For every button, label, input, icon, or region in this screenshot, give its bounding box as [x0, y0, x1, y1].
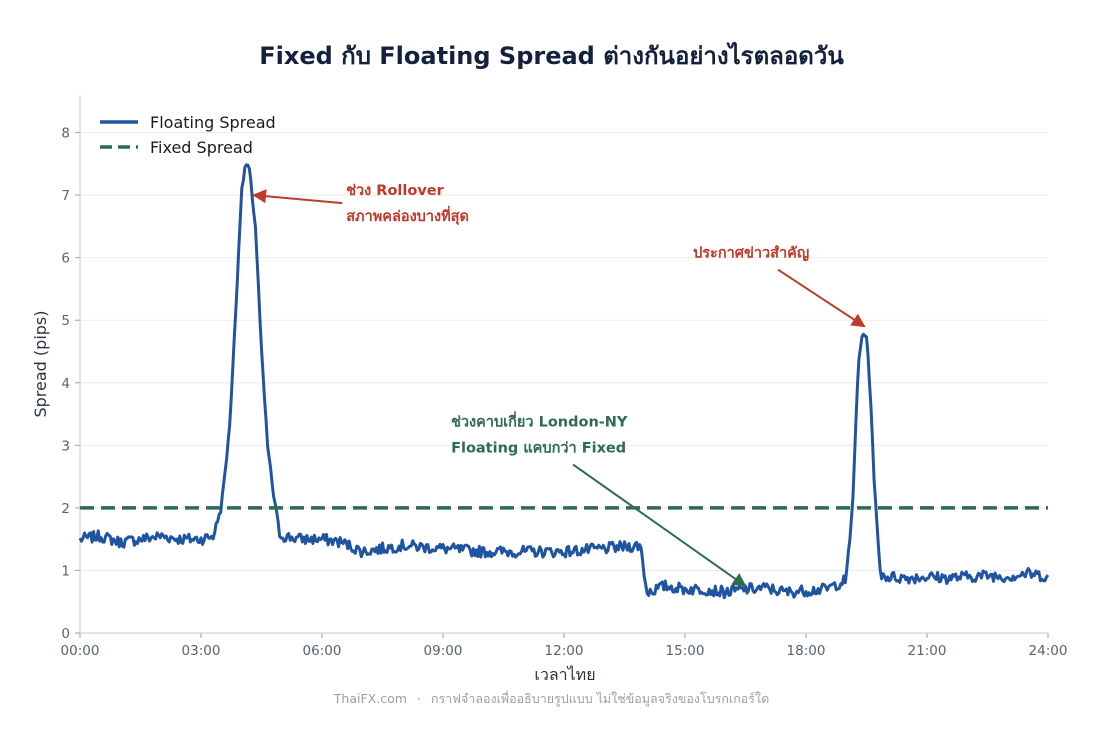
x-tick-label: 21:00: [908, 643, 947, 659]
y-tick-label: 7: [61, 188, 70, 204]
x-tick-label: 18:00: [787, 643, 826, 659]
x-tick-label: 06:00: [303, 643, 342, 659]
y-tick-label: 1: [61, 563, 70, 579]
annotations: ช่วง Rollover สภาพคล่องบางที่สุดประกาศข่า…: [252, 183, 866, 587]
y-tick-label: 6: [61, 251, 70, 267]
legend: Floating Spread Fixed Spread: [100, 113, 276, 157]
annotation-text: ช่วง Rollover: [346, 183, 444, 199]
x-tick-label: 00:00: [61, 643, 100, 659]
footer-note: กราฟจำลองเพื่ออธิบายรูปแบบ ไม่ใช่ข้อมูลจ…: [430, 691, 770, 706]
y-tick-label: 4: [61, 376, 70, 392]
x-tick-label: 24:00: [1029, 643, 1068, 659]
footer-separator: ·: [416, 691, 421, 706]
x-tick-label: 03:00: [182, 643, 221, 659]
annotation-text: สภาพคล่องบางที่สุด: [346, 205, 469, 225]
chart-title: Fixed กับ Floating Spread ต่างกันอย่างไร…: [259, 42, 844, 70]
x-tick-label: 15:00: [666, 643, 705, 659]
footer: ThaiFX.com · กราฟจำลองเพื่ออธิบายรูปแบบ …: [0, 689, 1103, 709]
series-layer: [78, 163, 1050, 600]
legend-label: Floating Spread: [150, 113, 276, 132]
x-tick-label: 12:00: [545, 643, 584, 659]
annotation-arrow: [252, 189, 343, 205]
y-tick-label: 2: [61, 501, 70, 517]
annotation-text: ประกาศข่าวสำคัญ: [693, 245, 809, 262]
grid-lines: [80, 132, 1048, 571]
x-tick-label: 09:00: [424, 643, 463, 659]
legend-label: Fixed Spread: [150, 138, 253, 157]
x-axis-label: เวลาไทย: [534, 665, 595, 684]
annotation-text: ช่วงคาบเกี่ยว London-NY: [451, 411, 628, 431]
y-tick-label: 5: [61, 313, 70, 329]
footer-source: ThaiFX.com: [333, 691, 407, 706]
annotation-arrow: [777, 268, 866, 328]
y-axis-label: Spread (pips): [31, 310, 50, 417]
annotation-text: Floating แคบกว่า Fixed: [451, 441, 626, 457]
y-tick-label: 8: [61, 126, 70, 142]
y-tick-label: 3: [61, 438, 70, 454]
axes: 0 1 2 3 4 5 6 7 8 00:00 03:00 06:00 09:00 12:00 15:00 1…: [61, 95, 1068, 659]
series-line-floating-spread: [78, 163, 1050, 600]
y-tick-label: 0: [61, 626, 70, 642]
annotation-arrow: [572, 463, 747, 587]
